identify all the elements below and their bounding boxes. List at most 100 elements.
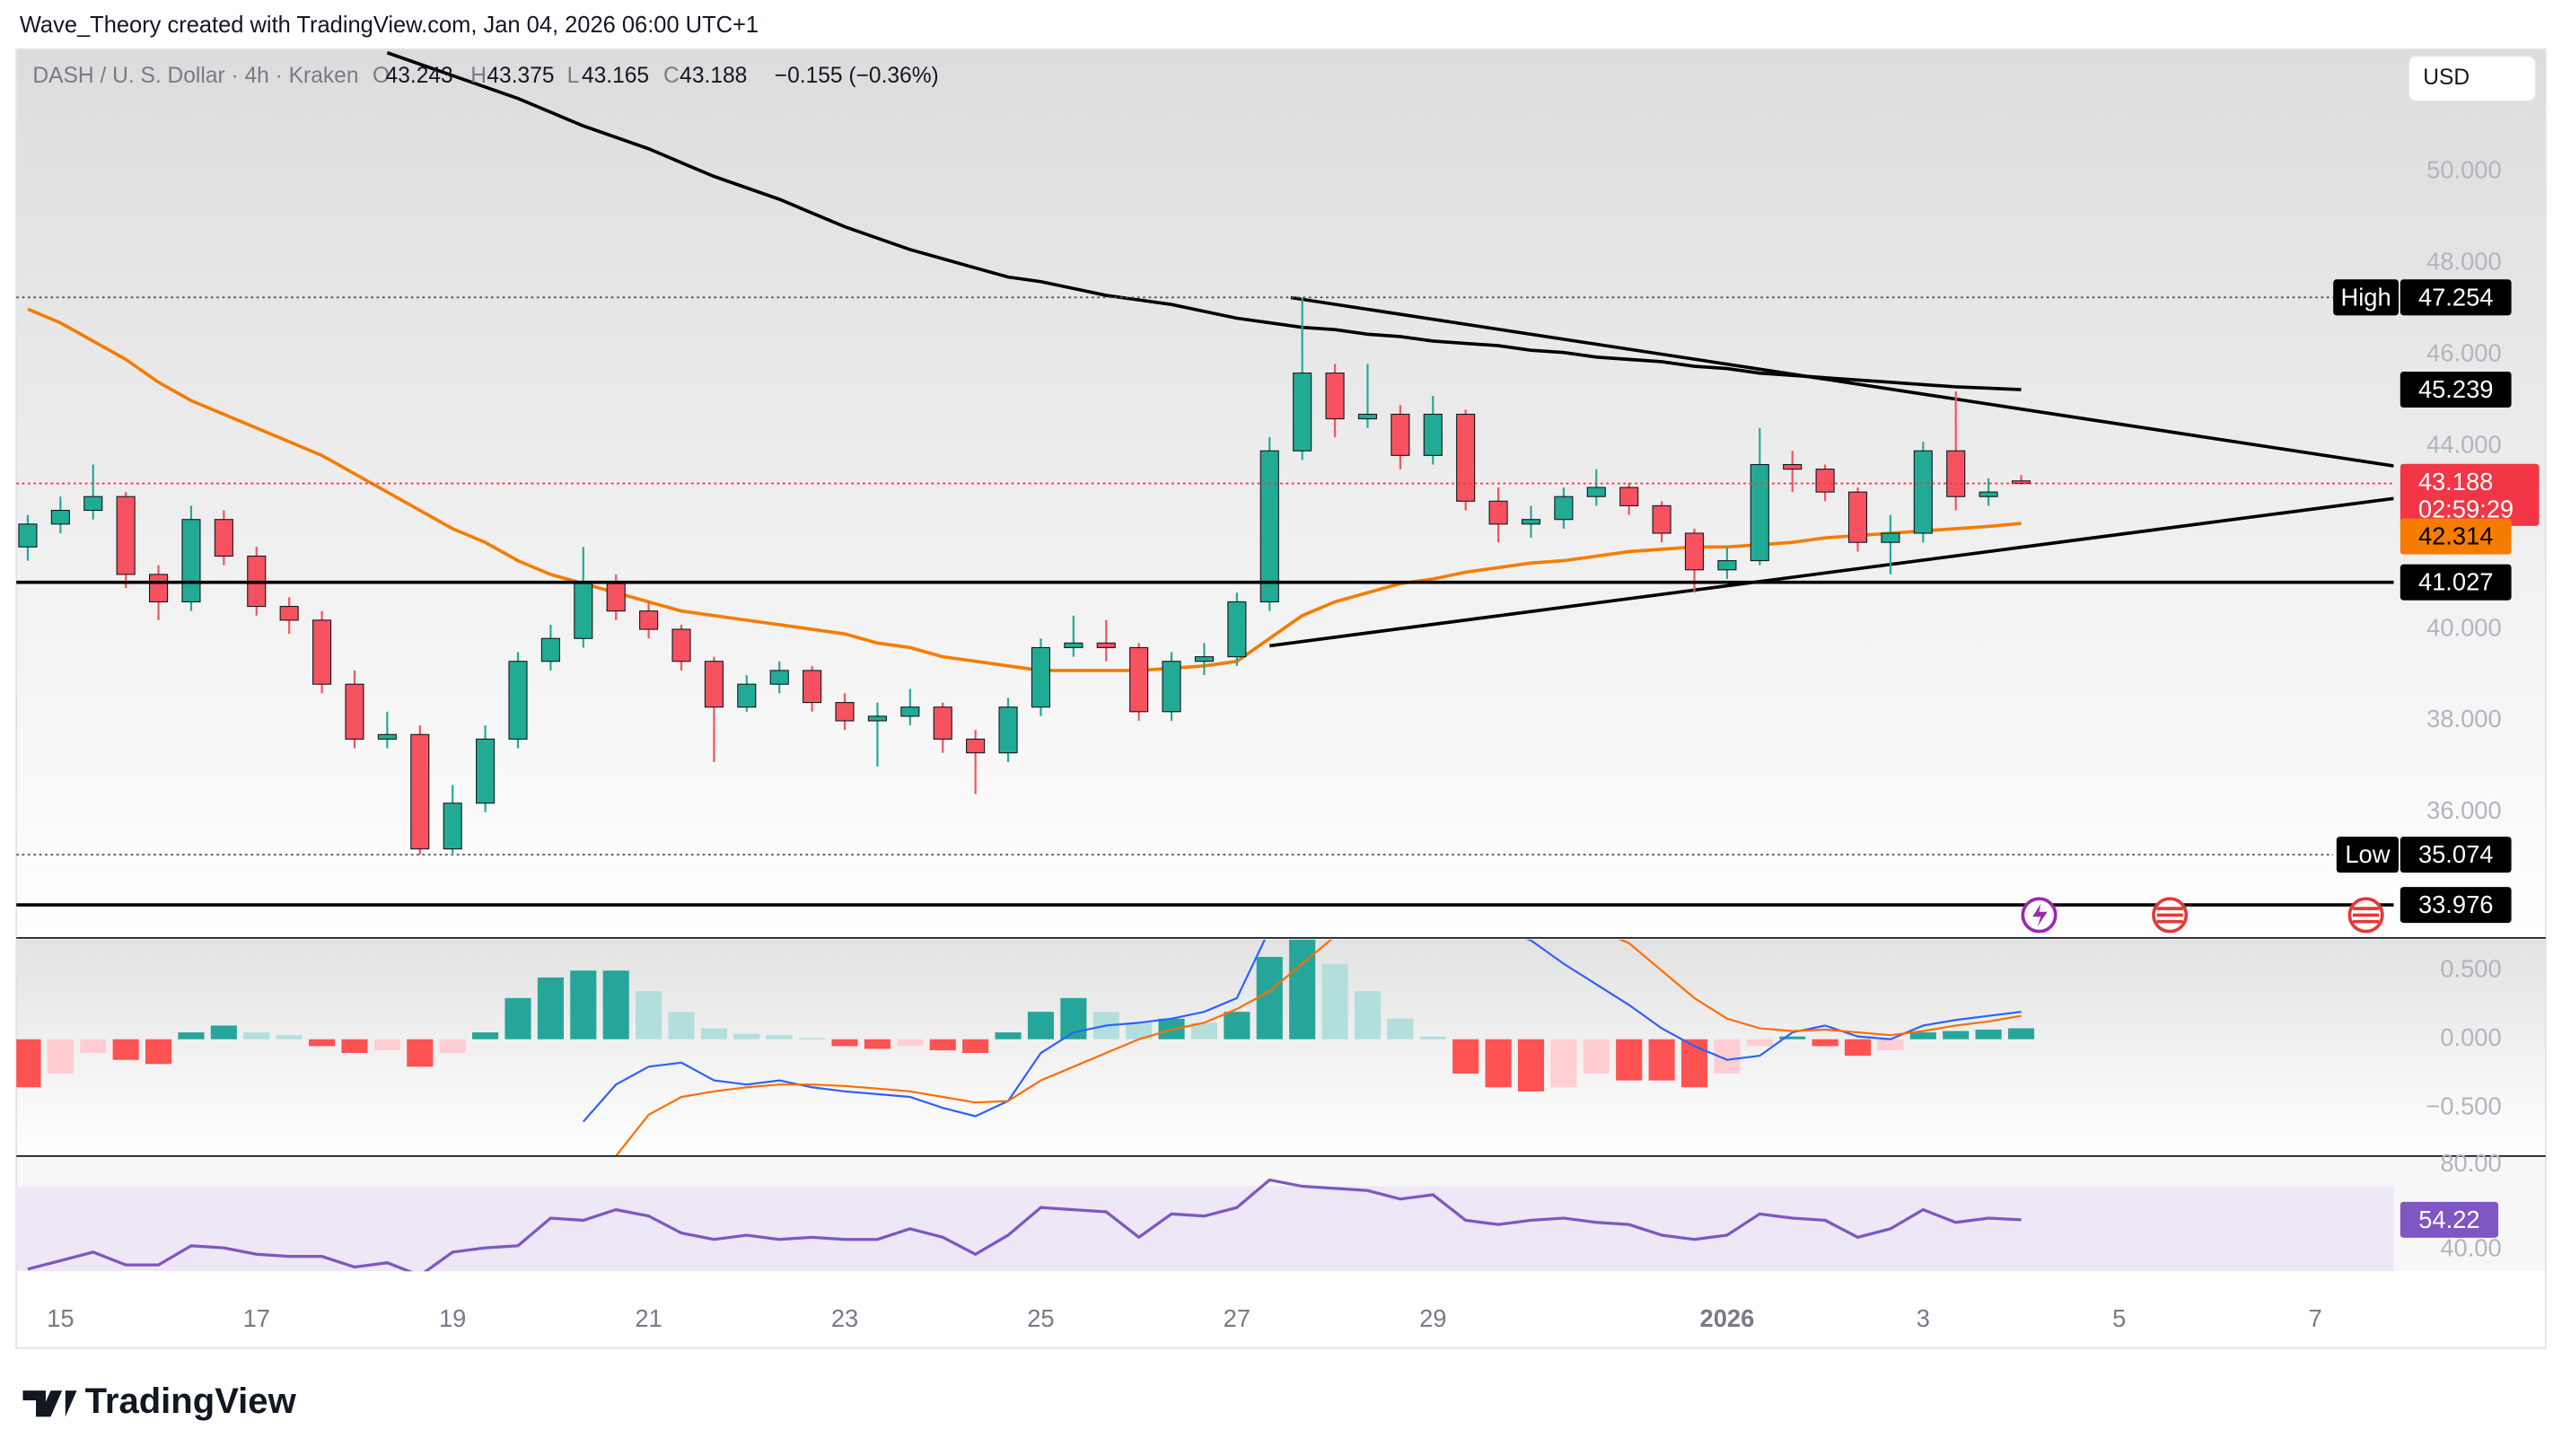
x-tick-label: 15 (47, 1304, 74, 1332)
flag-stripes (2353, 907, 2380, 924)
macd-bar (210, 1025, 237, 1039)
currency-button[interactable] (2407, 55, 2537, 102)
event-icon-bolt (2032, 903, 2048, 927)
currency[interactable]: USD (2423, 66, 2470, 90)
candle-body (1521, 519, 1541, 525)
x-tick-label: 2026 (1700, 1304, 1755, 1332)
macd-bar (178, 1032, 205, 1039)
macd-bar (145, 1039, 172, 1065)
macd-bar (1648, 1039, 1675, 1081)
y-tick-label: 38.000 (2426, 705, 2502, 732)
macd-bar (472, 1032, 499, 1039)
credit: Wave_Theory created with TradingView.com… (20, 13, 759, 38)
macd-bar (864, 1039, 891, 1049)
flag-stripes (2156, 907, 2183, 924)
candle-body (1129, 646, 1149, 713)
candle-body (1391, 413, 1410, 456)
macd-bar (1975, 1030, 2002, 1039)
macd-bar (1909, 1032, 1936, 1039)
sma-tag: 45.239 (2418, 375, 2493, 403)
trendline (1269, 496, 2394, 648)
plot: 50.00048.00046.00044.00040.00038.00036.0… (16, 51, 2540, 1332)
macd-bar (995, 1032, 1022, 1039)
y-tick-label: 0.000 (2440, 1023, 2501, 1051)
candle-body (181, 519, 201, 603)
candle-body (1096, 642, 1116, 648)
x-tick-label: 29 (1419, 1304, 1446, 1332)
candle-body (867, 715, 887, 722)
line (582, 939, 2022, 1123)
candle-body (1293, 373, 1312, 452)
line (615, 939, 2022, 1155)
legend-value: 43.188 (680, 64, 747, 88)
candle-body (1488, 500, 1508, 525)
main-pane (16, 48, 2546, 937)
candle-body (1684, 532, 1705, 571)
x-tick-label: 27 (1224, 1304, 1250, 1332)
line (386, 51, 2022, 391)
macd-bar (929, 1039, 956, 1050)
legend-key: H (470, 64, 487, 88)
candle-body (933, 706, 952, 740)
macd-bar (1387, 1018, 1414, 1039)
y-tick-label: −0.500 (2426, 1092, 2501, 1119)
level-tag: 41.027 (2418, 568, 2493, 596)
macd-bar (341, 1039, 368, 1054)
macd-bar (1419, 1036, 1446, 1039)
candle-body (1783, 464, 1803, 470)
macd-bar (505, 997, 531, 1039)
macd-bar (1452, 1039, 1479, 1074)
candle-body (116, 496, 136, 575)
macd-bar (897, 1039, 924, 1047)
macd-bar (636, 991, 662, 1039)
candle-body (1554, 496, 1574, 521)
legend-key: −0.155 (−0.36%) (775, 64, 939, 88)
candle-body (1456, 413, 1476, 502)
macd-bar (1812, 1039, 1838, 1047)
macd-bar (1027, 1012, 1054, 1039)
price-tag-box (2400, 463, 2540, 526)
macd-bar (1256, 956, 1283, 1039)
macd-bar (112, 1039, 139, 1060)
legend-value: 43.243 (386, 64, 453, 88)
macd-bar (407, 1039, 434, 1067)
macd-bar (668, 1012, 695, 1039)
candle-body (704, 661, 724, 708)
candle-body (279, 606, 299, 621)
candle-body (1652, 504, 1671, 534)
candle-body (508, 661, 528, 740)
candle-body (606, 583, 626, 612)
macd-bar (1877, 1039, 1904, 1050)
candle-body (1815, 469, 1835, 493)
y-tick-label: 50.000 (2426, 156, 2502, 184)
x-tick-label: 19 (439, 1304, 466, 1332)
macd-plot (16, 939, 2035, 1155)
candle-body (769, 670, 789, 685)
x-tick-label: 23 (831, 1304, 858, 1332)
candle-body (966, 738, 986, 754)
y-tick-label: 80.00 (2440, 1149, 2501, 1177)
candle-body (50, 509, 70, 525)
candle-body (410, 733, 430, 850)
x-tick-label: 5 (2112, 1304, 2126, 1332)
macd-bar (309, 1039, 336, 1047)
trendline (1290, 295, 2394, 468)
low-tag-box (2400, 837, 2512, 873)
candle-body (1586, 487, 1606, 497)
level-tag: 33.976 (2418, 890, 2493, 918)
macd-bar (1321, 963, 1348, 1039)
x-tick-label: 17 (243, 1304, 270, 1332)
candle-body (1031, 646, 1050, 708)
macd-bar (439, 1039, 466, 1054)
macd-bar (537, 977, 564, 1039)
candle-body (900, 706, 920, 717)
macd-bar (1583, 1039, 1610, 1074)
low-label: Low (2345, 840, 2390, 868)
candle-body (312, 619, 332, 685)
rsi-plot (16, 1178, 2394, 1272)
macd-bar (1289, 939, 1316, 1039)
legend-value: 43.165 (582, 64, 649, 88)
macd-bar (962, 1039, 989, 1054)
macd-bar (1680, 1039, 1708, 1088)
candle-body (1194, 656, 1215, 662)
